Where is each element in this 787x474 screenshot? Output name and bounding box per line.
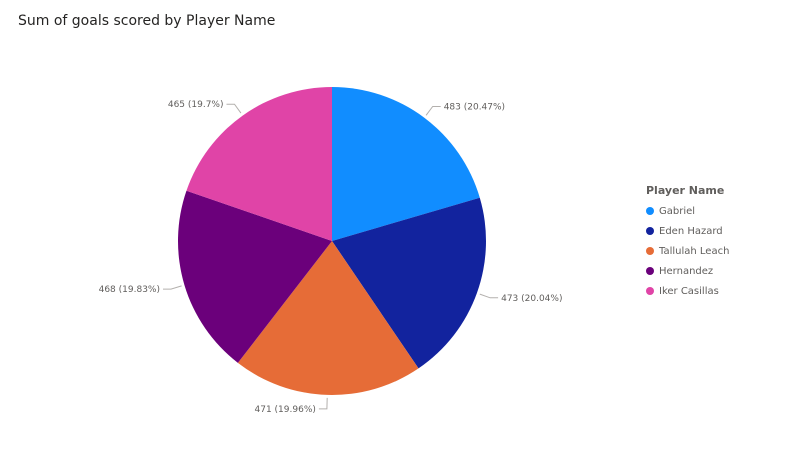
legend-item-label: Tallulah Leach bbox=[659, 245, 730, 257]
legend-item-label: Eden Hazard bbox=[659, 225, 723, 237]
legend: Player Name Gabriel Eden Hazard Tallulah L… bbox=[646, 184, 729, 301]
data-label: 473 (20.04%) bbox=[501, 294, 562, 304]
legend-item-label: Gabriel bbox=[659, 205, 696, 217]
legend-marker-icon bbox=[646, 227, 654, 235]
pie-slices bbox=[178, 87, 486, 395]
data-label: 465 (19.7%) bbox=[168, 100, 224, 110]
pie-slice-tallulah-leach[interactable] bbox=[237, 241, 419, 395]
legend-marker-icon bbox=[646, 287, 654, 295]
leader-line bbox=[163, 285, 182, 290]
legend-item[interactable]: Iker Casillas bbox=[646, 281, 729, 301]
pie-data-labels: 483 (20.47%) 473 (20.04%) 471 (19.96%) 468 … bbox=[99, 100, 563, 415]
legend-item-label: Iker Casillas bbox=[659, 285, 719, 297]
leader-line bbox=[425, 106, 441, 116]
pie-slice-iker-casillas[interactable] bbox=[186, 87, 332, 241]
chart-title: Sum of goals scored by Player Name bbox=[18, 13, 276, 29]
legend-marker-icon bbox=[646, 247, 654, 255]
legend-items: Gabriel Eden Hazard Tallulah Leach Hernande… bbox=[646, 201, 729, 301]
legend-item[interactable]: Tallulah Leach bbox=[646, 241, 729, 261]
data-label: 471 (19.96%) bbox=[255, 405, 316, 415]
legend-marker-icon bbox=[646, 207, 654, 215]
legend-item[interactable]: Eden Hazard bbox=[646, 221, 729, 241]
leader-line bbox=[318, 397, 328, 410]
leader-line bbox=[226, 103, 242, 114]
legend-item[interactable]: Hernandez bbox=[646, 261, 729, 281]
legend-marker-icon bbox=[646, 267, 654, 275]
legend-item[interactable]: Gabriel bbox=[646, 201, 729, 221]
pie-slice-eden-hazard[interactable] bbox=[332, 197, 486, 369]
pie-slice-gabriel[interactable] bbox=[332, 87, 480, 241]
data-label: 468 (19.83%) bbox=[99, 285, 160, 295]
data-label: 483 (20.47%) bbox=[444, 103, 505, 113]
pie-slice-hernandez[interactable] bbox=[178, 190, 332, 363]
legend-title: Player Name bbox=[646, 184, 725, 197]
leader-line bbox=[479, 293, 499, 299]
legend-item-label: Hernandez bbox=[659, 265, 714, 277]
